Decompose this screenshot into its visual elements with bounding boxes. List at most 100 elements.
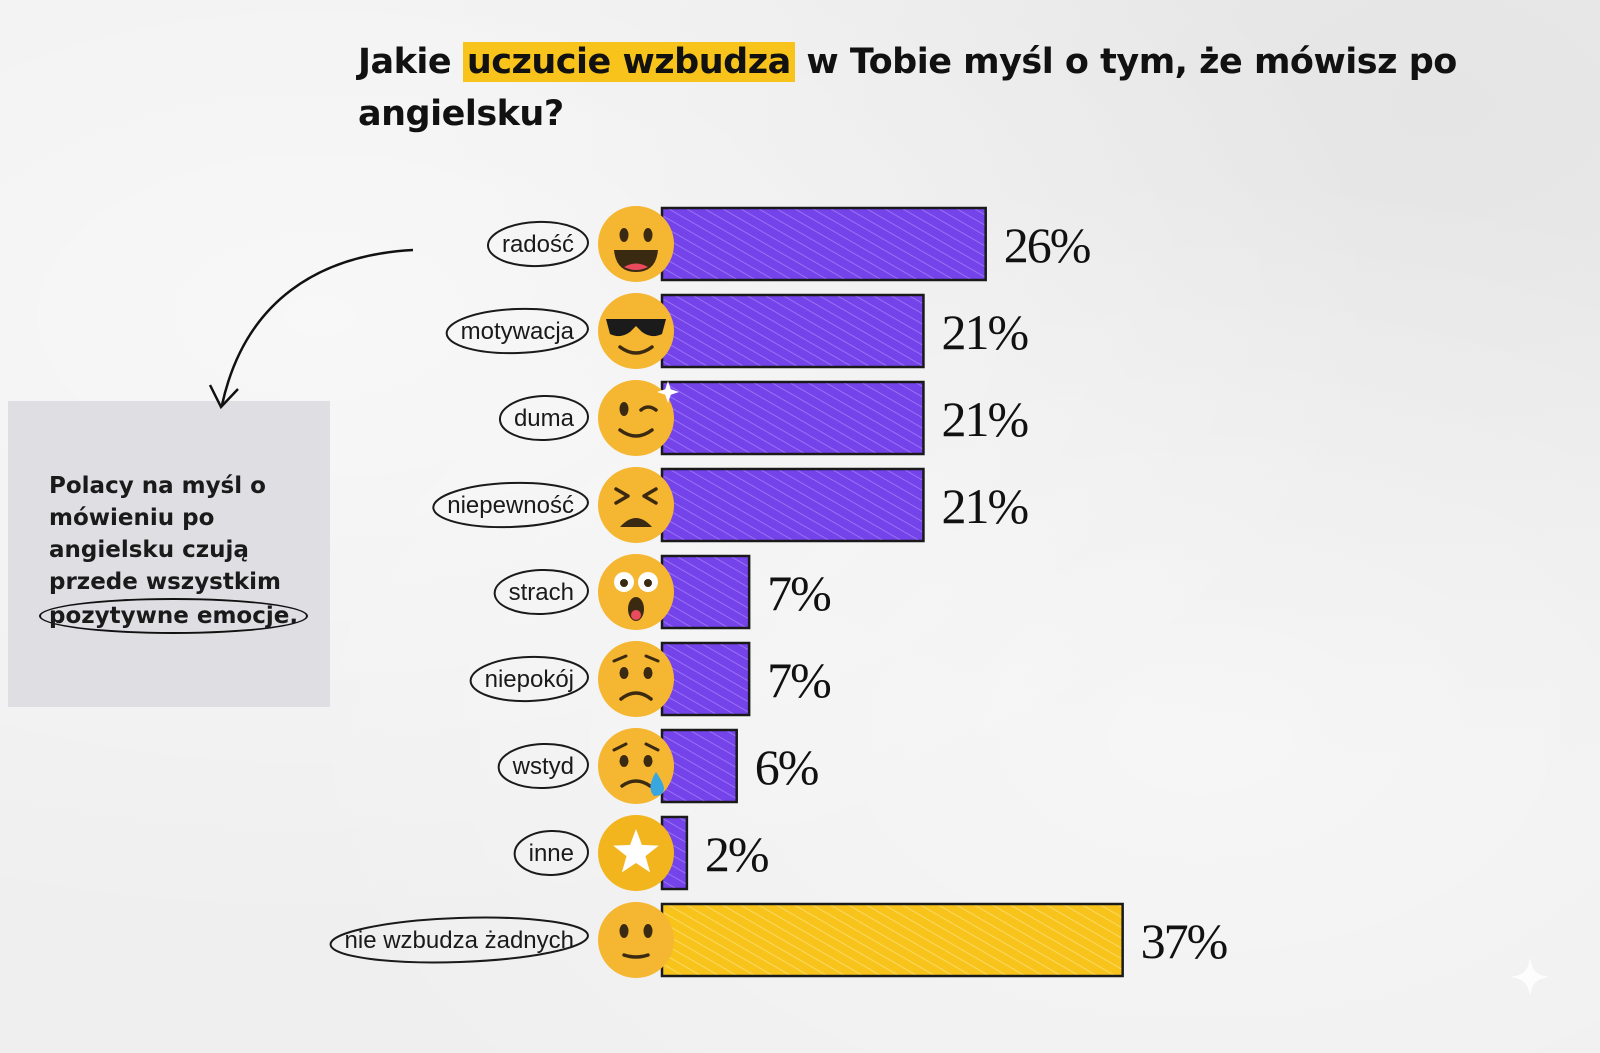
mouth xyxy=(620,518,652,527)
category-label: strach xyxy=(509,579,574,606)
tear-drop xyxy=(650,772,664,796)
category-oval xyxy=(432,481,589,529)
mouth xyxy=(620,779,652,788)
arrow-line xyxy=(220,248,414,406)
mouth xyxy=(618,345,654,355)
tongue xyxy=(624,263,648,270)
value-label: 21% xyxy=(941,478,1027,534)
emoji-face xyxy=(598,902,674,978)
title-highlight: uczucie wzbudza xyxy=(462,42,795,82)
chart-row: 21% motywacja xyxy=(445,293,1029,369)
category-label: motywacja xyxy=(461,318,575,345)
bar xyxy=(660,554,751,630)
chart-row: 6% wstyd xyxy=(497,728,820,804)
sunglasses-face-icon xyxy=(598,293,674,369)
category-oval xyxy=(445,307,589,355)
emoji-face xyxy=(598,467,674,543)
bar xyxy=(660,641,751,717)
neutral-face-icon xyxy=(598,902,674,978)
mouth xyxy=(618,428,654,438)
brow xyxy=(644,654,660,663)
value-label: 21% xyxy=(941,391,1027,447)
tongue xyxy=(631,610,641,620)
chart-row: 7% niepokój xyxy=(469,641,832,717)
value-label: 6% xyxy=(755,739,818,795)
chart-row: 21% duma xyxy=(498,380,1029,456)
emoji-face xyxy=(598,206,674,282)
category-label: niepokój xyxy=(485,666,574,693)
grinning-face-icon xyxy=(598,206,674,282)
category-label: niepewność xyxy=(447,492,574,519)
eye xyxy=(643,755,653,767)
category-oval xyxy=(329,916,589,964)
category-oval xyxy=(486,220,589,268)
chart-row: 21% niepewność xyxy=(432,467,1029,543)
note-text: Polacy na myśl o mówieniu po angielsku c… xyxy=(39,470,339,634)
chart-row: 2% inne xyxy=(513,815,770,891)
eye xyxy=(643,667,653,679)
category-label: radość xyxy=(502,231,574,258)
title-prefix: Jakie xyxy=(358,42,463,82)
category-oval xyxy=(498,394,589,442)
note-circled-phrase: pozytywne emocje. xyxy=(39,598,309,634)
worried-face-icon xyxy=(598,641,674,717)
value-label: 26% xyxy=(1004,217,1090,273)
eye xyxy=(619,667,629,679)
value-label: 7% xyxy=(767,565,830,621)
arrow-head xyxy=(208,384,239,410)
wink-eye xyxy=(639,405,658,412)
emoji-face xyxy=(598,554,674,630)
category-label: nie wzbudza żadnych xyxy=(345,927,574,954)
category-label: inne xyxy=(529,840,574,867)
bar xyxy=(660,467,925,543)
mouth xyxy=(619,691,653,701)
sad-sweat-face-icon xyxy=(598,728,674,804)
confounded-face-icon xyxy=(598,467,674,543)
category-oval xyxy=(493,568,589,616)
category-oval xyxy=(513,829,589,877)
eye xyxy=(619,755,629,767)
eye xyxy=(619,228,629,242)
pupil xyxy=(620,579,628,587)
value-label: 21% xyxy=(941,304,1027,360)
brow xyxy=(612,654,628,663)
eye xyxy=(642,487,658,505)
emoji-face xyxy=(598,641,674,717)
chart-title: Jakie uczucie wzbudza w Tobie myśl o tym… xyxy=(358,36,1458,140)
eye xyxy=(643,228,653,242)
value-label: 37% xyxy=(1141,913,1227,969)
screaming-face-icon xyxy=(598,554,674,630)
eye xyxy=(619,924,629,938)
value-label: 7% xyxy=(767,652,830,708)
brow xyxy=(644,742,660,752)
note-box xyxy=(8,401,330,707)
bars-layer: 26% radość 21% motywacja 21% duma 21% niepewnoś… xyxy=(329,206,1229,978)
eye xyxy=(643,924,653,938)
bar xyxy=(660,902,1124,978)
chart-row: 26% radość xyxy=(486,206,1092,282)
mouth xyxy=(622,953,650,959)
bar xyxy=(660,380,925,456)
note-body: Polacy na myśl o mówieniu po angielsku c… xyxy=(49,473,282,595)
pupil xyxy=(644,579,652,587)
star-icon xyxy=(598,815,674,891)
emoji-face xyxy=(598,380,674,456)
bar xyxy=(660,206,987,282)
category-oval xyxy=(497,742,589,790)
value-label: 2% xyxy=(705,826,768,882)
winking-face-icon xyxy=(598,380,679,456)
brow xyxy=(612,742,628,752)
chart-row: 7% strach xyxy=(493,554,832,630)
sparkle xyxy=(657,381,679,403)
bar xyxy=(660,293,925,369)
sunglasses xyxy=(606,319,666,337)
emoji-face xyxy=(598,293,674,369)
star-shape xyxy=(613,829,659,873)
eye xyxy=(619,402,629,416)
category-label: wstyd xyxy=(512,753,574,780)
sparkle-icon xyxy=(1510,957,1550,997)
eye xyxy=(614,487,630,505)
category-oval xyxy=(469,655,589,703)
category-label: duma xyxy=(514,405,575,432)
